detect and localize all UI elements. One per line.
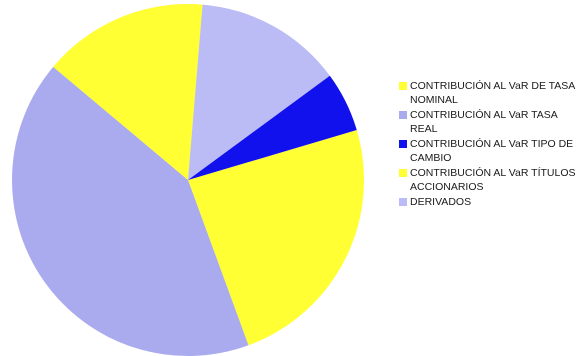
pie-slice xyxy=(188,4,330,180)
pie-slice xyxy=(188,130,364,346)
legend-swatch xyxy=(399,198,407,206)
legend-swatch xyxy=(399,140,407,148)
legend-swatch xyxy=(399,169,407,177)
legend-item: CONTRIBUCIÓN AL VaR TASA REAL xyxy=(399,108,584,136)
legend-label: CONTRIBUCIÓN AL VaR TASA REAL xyxy=(410,109,558,135)
legend-swatch xyxy=(399,111,407,119)
pie-slice xyxy=(12,66,249,356)
legend-item: DERIVADOS xyxy=(399,195,584,209)
legend-item: CONTRIBUCIÓN AL VaR TÍTULOS ACCIONARIOS xyxy=(399,166,584,194)
legend-label: CONTRIBUCIÓN AL VaR TÍTULOS ACCIONARIOS xyxy=(410,167,576,193)
legend-item: CONTRIBUCIÓN AL VaR TIPO DE CAMBIO xyxy=(399,137,584,165)
pie-slice xyxy=(53,3,203,180)
chart-legend: CONTRIBUCIÓN AL VaR DE TASA NOMINAL CONT… xyxy=(399,79,584,210)
legend-label: CONTRIBUCIÓN AL VaR DE TASA NOMINAL xyxy=(410,80,575,106)
legend-label: DERIVADOS xyxy=(410,196,472,208)
legend-swatch xyxy=(399,82,407,90)
legend-item: CONTRIBUCIÓN AL VaR DE TASA NOMINAL xyxy=(399,79,584,107)
pie-slice xyxy=(188,75,357,180)
legend-label: CONTRIBUCIÓN AL VaR TIPO DE CAMBIO xyxy=(410,138,574,164)
